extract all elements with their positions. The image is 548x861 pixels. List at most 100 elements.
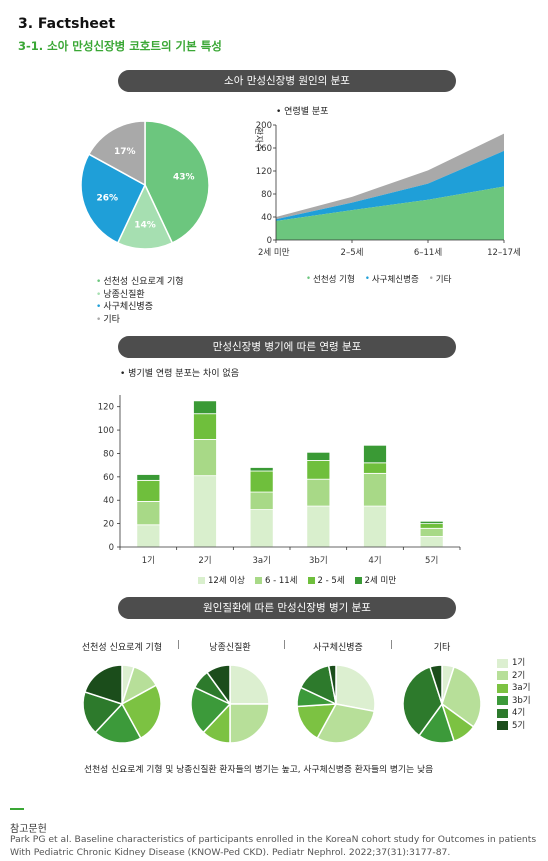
bar-segment — [306, 505, 331, 548]
pie-slice-label: 17% — [114, 147, 136, 157]
y-axis-label: 환자수 — [253, 127, 264, 151]
title-separator: | — [283, 640, 287, 650]
subsection-heading: 3-1. 소아 만성신장병 코호트의 기본 특성 — [18, 39, 222, 53]
y-tick-label: 80 — [103, 449, 114, 459]
bar-segment — [363, 505, 387, 548]
legend-label: 사구체신병증 — [371, 275, 419, 285]
section1-title-pill: 소아 만성신장병 원인의 분포 — [118, 70, 456, 92]
bar-segment — [136, 474, 161, 481]
pie-slice — [206, 664, 231, 707]
bar-segment — [363, 472, 387, 507]
pie-slice — [229, 664, 270, 705]
legend-label: 기타 — [103, 314, 120, 325]
pie-title-other: 기타 — [433, 643, 451, 653]
pie-slice — [190, 686, 232, 734]
legend-item: • 선천성 기형 — [306, 274, 355, 285]
bar-segment — [419, 520, 444, 525]
x-tick-label: 3b기 — [309, 556, 328, 566]
legend-label: 사구체신병증 — [103, 302, 153, 312]
bar-segment — [193, 413, 217, 440]
legend-label: 5기 — [512, 720, 526, 731]
y-tick-label: 160 — [256, 144, 272, 154]
bar-legend: 12세 이상 6 - 11세 2 - 5세 2세 미만 — [198, 574, 396, 586]
section3-title-pill: 원인질환에 따른 만성신장병 병기 분포 — [118, 597, 456, 619]
bar-segment — [249, 470, 274, 493]
reference-title: 참고문헌 — [10, 824, 47, 835]
legend-item: 2세 미만 — [354, 574, 397, 586]
legend-item-cakut: • 선천성 신요로계 기형 — [96, 277, 184, 287]
bar-segment — [306, 460, 331, 480]
x-tick-label: 6–11세 — [414, 248, 442, 258]
legend-label: 3a기 — [512, 683, 531, 693]
y-tick-label: 40 — [261, 213, 272, 223]
y-tick-label: 100 — [98, 426, 114, 436]
age-area-chart: 0 40 80 120 160 200 2세 미만 2–5세 6–11세 12–17세 환자수 — [253, 121, 521, 258]
cause-pie-chart: 43% 14% 26% 17% — [80, 120, 210, 250]
bar-segment — [136, 501, 161, 526]
bar-segment — [306, 478, 331, 507]
stage-pie-other — [402, 664, 482, 744]
area-legend: • 선천성 기형 • 사구체신병증 • 기타 — [306, 273, 451, 285]
stage-pie-cakut — [82, 664, 162, 744]
legend-label: 1기 — [512, 658, 526, 668]
x-tick-label: 4기 — [368, 556, 381, 566]
title-separator: | — [177, 640, 181, 650]
legend-item-glomerular: • 사구체신병증 — [96, 302, 153, 312]
stage-legend: 1기 2기 3a기 3b기 4기 5기 — [497, 657, 531, 732]
pie-slice — [116, 183, 174, 250]
section2-note: • 병기별 연령 분포는 차이 없음 — [120, 369, 239, 379]
legend-item: 2기 — [497, 670, 531, 683]
legend-label: 2기 — [512, 670, 526, 681]
legend-item: 1기 — [497, 657, 531, 670]
legend-label: 4기 — [512, 708, 526, 718]
legend-label: 6 - 11세 — [264, 576, 298, 586]
area-chart-title: • 연령별 분포 — [276, 107, 329, 117]
section-heading: 3. Factsheet — [18, 16, 116, 32]
x-tick-label: 5기 — [425, 556, 438, 566]
stage-age-bar-chart: 1기 2기 3a기 3b기 4기 5기 0 20 40 60 80 100 120 — [98, 395, 461, 566]
legend-label: 낭종신질환 — [103, 289, 145, 300]
pie-slice — [441, 665, 482, 728]
pie-slice — [229, 703, 270, 744]
y-tick-label: 200 — [256, 121, 272, 131]
legend-item: 5기 — [497, 720, 531, 733]
x-tick-label: 2세 미만 — [258, 248, 290, 258]
pie-slice — [120, 684, 162, 740]
area-series-0 — [276, 186, 504, 240]
stage-pie-cystic — [190, 664, 270, 744]
stage-pie-glomerular — [296, 664, 376, 744]
bar-segment — [419, 523, 444, 529]
x-tick-label: 2기 — [198, 556, 211, 566]
x-tick-label: 1기 — [142, 556, 155, 566]
pie-slice-label: 14% — [134, 221, 156, 231]
pie-slice-label: 43% — [173, 172, 195, 182]
pie-slice — [94, 702, 142, 744]
bar-segment — [306, 451, 331, 461]
bar-segment — [193, 439, 217, 477]
legend-item: 6 - 11세 — [254, 574, 298, 586]
section3-footnote: 선천성 신요로계 기형 및 낭종신질환 환자들의 병기는 높고, 사구체신병증 … — [84, 765, 434, 775]
bar-segment — [193, 475, 217, 548]
pie-title-cystic: 낭종신질환 — [209, 643, 251, 653]
legend-item-other: • 기타 — [96, 314, 120, 325]
legend-label: 3b기 — [512, 695, 531, 706]
pie-slice — [402, 665, 443, 737]
y-tick-label: 120 — [256, 167, 272, 177]
legend-label: 12세 이상 — [208, 576, 245, 586]
pie-title-cakut: 선천성 신요로계 기형 — [81, 643, 163, 653]
bar-segment — [363, 444, 387, 464]
legend-item: 3a기 — [497, 682, 531, 695]
x-tick-label: 3a기 — [252, 556, 270, 566]
pie-slice — [327, 664, 337, 705]
title-separator: | — [390, 640, 394, 650]
pie-title-glomerular: 사구체신병증 — [313, 643, 363, 653]
legend-label: 2세 미만 — [364, 576, 397, 586]
section2-title-pill: 만성신장병 병기에 따른 연령 분포 — [118, 336, 456, 358]
legend-item: • 사구체신병증 — [364, 274, 419, 285]
y-tick-label: 120 — [98, 403, 114, 413]
bar-segment — [249, 509, 274, 548]
pie-slice — [83, 664, 123, 706]
bar-segment — [363, 462, 387, 474]
legend-label: 2 - 5세 — [317, 576, 345, 586]
bar-segment — [249, 467, 274, 472]
